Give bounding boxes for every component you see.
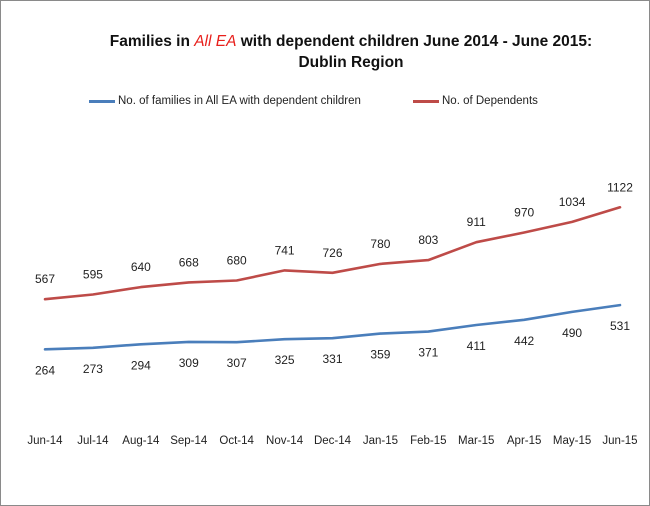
x-tick-label: Sep-14: [170, 435, 208, 447]
data-label: 309: [179, 356, 199, 370]
data-label: 780: [370, 237, 390, 251]
data-label: 567: [35, 272, 55, 286]
chart-legend: No. of families in All EA with dependent…: [1, 95, 649, 115]
x-tick-label: Nov-14: [266, 435, 304, 447]
x-tick-label: Jun-14: [27, 435, 63, 447]
data-label: 273: [83, 362, 103, 376]
x-tick-label: Jan-15: [363, 435, 398, 447]
legend-label-families: No. of families in All EA with dependent…: [118, 95, 361, 107]
data-label: 325: [275, 353, 295, 367]
x-tick-label: Mar-15: [458, 435, 494, 447]
data-label: 595: [83, 268, 103, 282]
data-label: 264: [35, 363, 55, 377]
data-label: 1122: [607, 180, 633, 194]
chart-title: Families in All EA with dependent childr…: [91, 31, 611, 73]
series-line-families: [43, 303, 622, 351]
x-tick-label: Aug-14: [122, 435, 160, 447]
x-tick-label: Feb-15: [410, 435, 446, 447]
title-part-2: with dependent children June 2014 - June…: [236, 33, 593, 71]
x-tick-label: Oct-14: [219, 435, 254, 447]
data-label: 726: [322, 246, 342, 260]
data-label: 640: [131, 260, 151, 274]
data-label: 442: [514, 334, 534, 348]
x-tick-label: May-15: [553, 435, 591, 447]
data-label: 490: [562, 326, 582, 340]
data-label: 411: [467, 339, 486, 353]
x-tick-label: Apr-15: [507, 435, 542, 447]
x-tick-label: Jul-14: [77, 435, 109, 447]
data-label: 1034: [559, 195, 586, 209]
x-tick-label: Jun-15: [602, 435, 637, 447]
data-label: 371: [418, 346, 438, 360]
data-label: 741: [275, 243, 295, 257]
title-highlight: All EA: [194, 33, 237, 50]
data-label: 531: [610, 319, 630, 333]
data-label: 970: [514, 205, 534, 219]
legend-item-dependents: No. of Dependents: [413, 95, 538, 107]
data-label: 680: [227, 253, 247, 267]
data-label: 359: [370, 348, 390, 362]
data-label: 668: [179, 255, 199, 269]
legend-item-families: No. of families in All EA with dependent…: [89, 95, 361, 107]
series-line-dependents: [43, 206, 622, 301]
data-label: 331: [322, 352, 342, 366]
data-label: 294: [131, 358, 151, 372]
legend-swatch-families: [89, 99, 115, 103]
x-tick-label: Dec-14: [314, 435, 352, 447]
legend-swatch-dependents: [413, 99, 439, 103]
data-label: 307: [227, 356, 247, 370]
data-label: 803: [418, 233, 438, 247]
legend-label-dependents: No. of Dependents: [442, 95, 538, 107]
title-part-1: Families in: [109, 33, 195, 50]
data-label: 911: [467, 215, 486, 229]
